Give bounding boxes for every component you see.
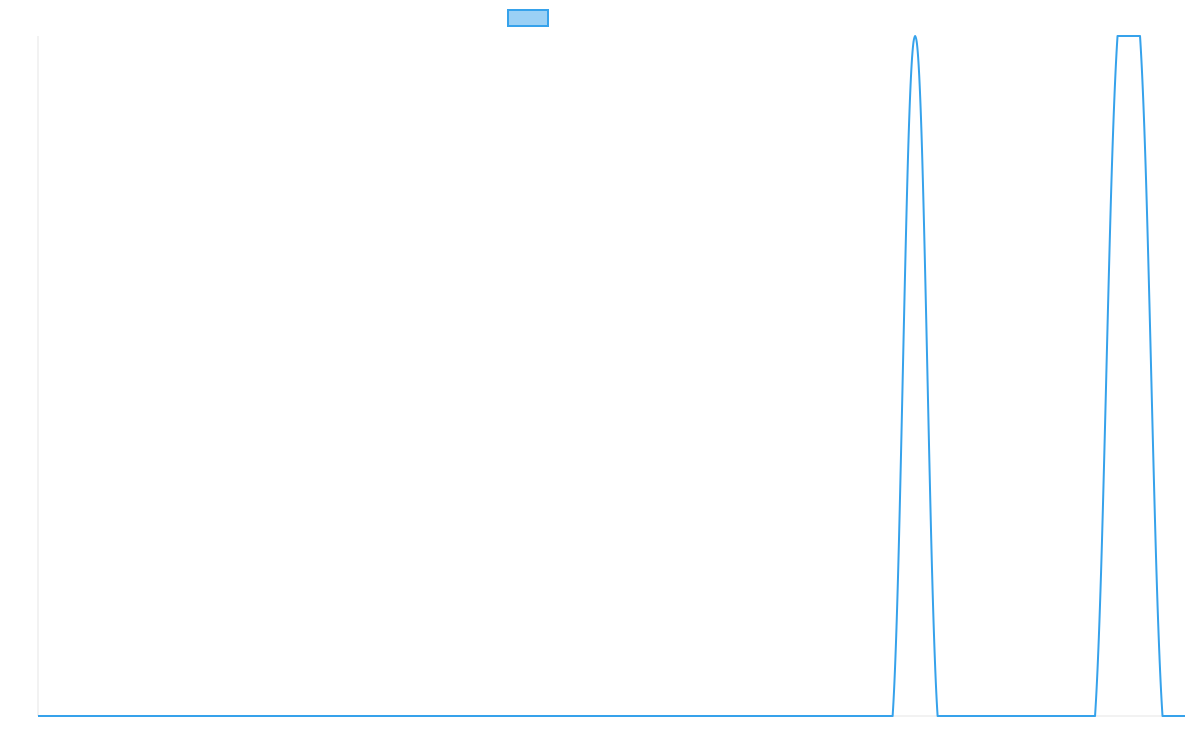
series-line: [38, 35, 1185, 717]
legend-swatch[interactable]: [507, 9, 549, 27]
legend[interactable]: [507, 9, 549, 27]
series-layer: [38, 35, 1185, 717]
axes: [37, 36, 1185, 717]
